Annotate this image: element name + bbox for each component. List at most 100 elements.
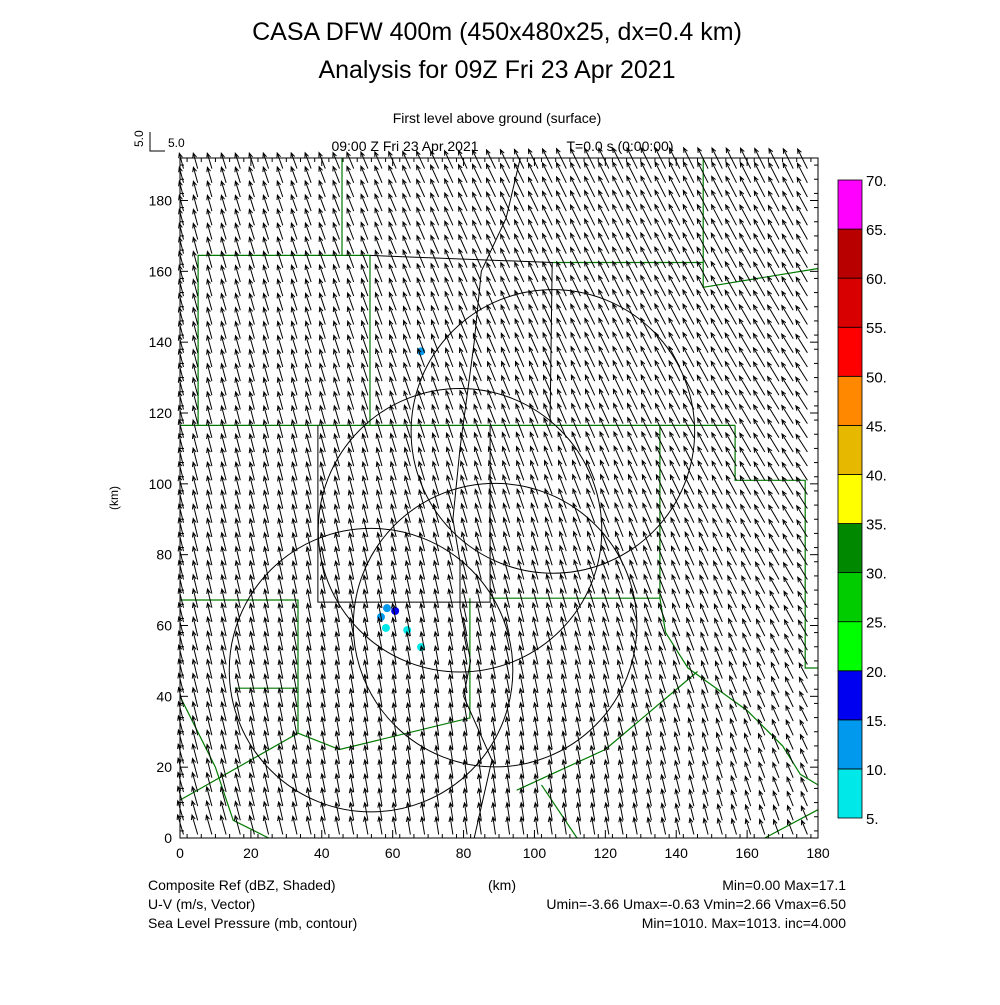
wind-vector	[603, 730, 610, 750]
wind-vector	[318, 334, 326, 353]
wind-vector	[191, 503, 199, 523]
wind-vector	[716, 760, 723, 778]
wind-vector	[290, 278, 298, 297]
wind-vector	[417, 403, 426, 424]
wind-vector	[419, 588, 426, 608]
wind-vector	[490, 730, 496, 750]
wind-vector	[291, 644, 298, 665]
wind-vector	[476, 715, 482, 736]
wind-vector	[519, 744, 525, 764]
wind-vector	[781, 247, 794, 269]
wind-vector	[402, 234, 411, 254]
wind-vector	[767, 432, 780, 453]
wind-vector	[277, 630, 284, 651]
wind-vector	[361, 489, 369, 509]
wind-vector	[556, 274, 567, 297]
wind-vector	[728, 660, 737, 679]
wind-vector	[505, 744, 511, 764]
wind-vector	[405, 588, 411, 608]
wind-vector	[346, 207, 355, 226]
wind-vector	[318, 165, 326, 183]
wind-vector	[459, 375, 468, 396]
wind-vector	[768, 518, 780, 538]
wind-vector	[739, 175, 752, 198]
wind-vector	[234, 208, 241, 226]
wind-vector	[205, 743, 213, 764]
wind-vector	[306, 673, 312, 693]
wind-vector	[646, 773, 652, 793]
wind-vector	[263, 602, 270, 623]
wind-vector	[586, 516, 596, 538]
wind-vector	[220, 222, 227, 240]
wind-vector	[613, 402, 624, 424]
wind-vector	[491, 758, 496, 778]
wind-vector	[234, 587, 241, 608]
wind-vector	[543, 431, 553, 453]
wind-vector	[462, 787, 468, 807]
wind-vector	[738, 374, 752, 396]
wind-vector	[489, 545, 496, 566]
wind-vector	[628, 530, 638, 552]
wind-vector	[262, 418, 270, 438]
wind-vector	[626, 175, 638, 198]
wind-vector	[556, 303, 567, 325]
wind-vector	[645, 687, 652, 708]
wind-vector	[783, 575, 794, 594]
wind-vector	[473, 417, 482, 438]
wind-vector	[403, 333, 411, 353]
wind-vector	[742, 632, 752, 651]
wind-vector	[499, 190, 511, 212]
wind-vector	[728, 617, 737, 637]
wind-vector	[346, 249, 355, 268]
y-tick-label: 160	[149, 263, 173, 279]
wind-vector	[570, 175, 581, 198]
wind-vector	[489, 559, 496, 580]
colorbar-swatch	[837, 474, 863, 524]
wind-vector	[334, 687, 340, 708]
wind-vector	[743, 703, 752, 722]
wind-vector	[584, 203, 596, 226]
wind-vector	[561, 801, 567, 821]
wind-vector	[220, 658, 227, 679]
wind-vector	[502, 459, 511, 481]
wind-vector	[505, 801, 511, 821]
wind-vector	[716, 745, 723, 764]
wind-vector	[767, 247, 780, 269]
wind-vector	[589, 730, 596, 750]
wind-vector	[687, 688, 695, 708]
wind-vector	[504, 673, 511, 693]
wind-vector	[220, 545, 227, 566]
wind-vector	[334, 616, 340, 637]
wind-vector	[710, 246, 723, 269]
wind-vector	[724, 232, 737, 254]
wind-vector	[754, 518, 766, 538]
wind-vector	[618, 816, 624, 835]
wind-vector	[334, 744, 340, 764]
wind-vector	[584, 217, 596, 240]
x-tick-label: 0	[176, 845, 184, 861]
wind-vector	[248, 800, 255, 821]
wind-vector	[782, 532, 794, 552]
wind-vector	[291, 715, 298, 736]
wind-vector	[419, 673, 426, 693]
wind-vector	[784, 675, 794, 694]
wind-vector	[262, 207, 270, 226]
wind-vector	[645, 730, 652, 750]
wind-vector	[542, 274, 553, 297]
wind-vector	[334, 758, 340, 778]
wind-vector	[683, 445, 695, 467]
wind-vector	[519, 801, 525, 821]
wind-vector	[683, 416, 695, 439]
wind-vector	[558, 501, 567, 523]
wind-vector	[629, 573, 638, 594]
wind-vector	[305, 489, 312, 509]
wind-vector	[462, 659, 468, 679]
wind-vector	[798, 676, 808, 694]
wind-vector	[291, 489, 298, 509]
wind-vector	[502, 473, 511, 495]
wind-vector	[462, 673, 468, 693]
wind-vector	[220, 334, 227, 353]
wind-vector	[418, 502, 426, 523]
wind-vector	[304, 207, 312, 226]
wind-vector	[430, 149, 440, 169]
